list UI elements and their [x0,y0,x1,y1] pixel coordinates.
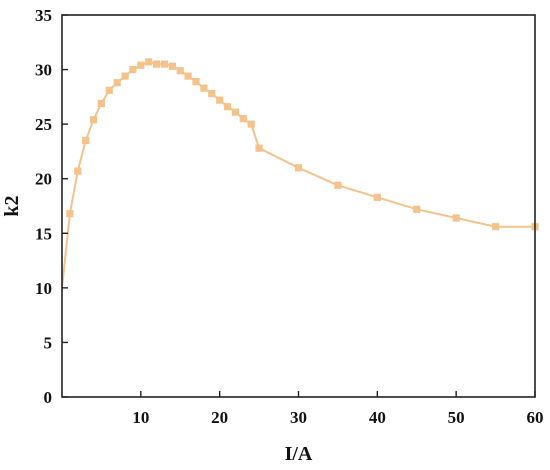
y-tick-label-0: 0 [44,388,53,407]
data-point-0-24 [247,120,255,128]
data-point-0-7 [113,79,121,87]
data-point-0-21 [223,103,232,111]
series-layer [61,58,539,289]
y-tick-label-5: 25 [35,115,52,134]
data-point-0-16 [184,72,192,80]
data-point-0-2 [74,167,82,175]
data-point-0-5 [97,99,105,107]
x-tick-label-0: 10 [132,408,149,427]
data-point-0-26 [294,164,303,172]
x-tick-label-3: 40 [369,408,386,427]
data-point-0-31 [492,223,500,231]
data-point-0-29 [413,205,421,213]
data-point-0-14 [168,62,176,70]
data-point-0-30 [452,214,460,222]
data-point-0-4 [89,116,98,124]
data-point-0-12 [153,60,161,68]
y-tick-label-2: 10 [35,279,52,298]
y-tick-label-7: 35 [35,6,52,25]
plot-area: 0 5 10 15 20 25 30 35 10 20 30 40 50 60 [35,6,544,427]
plot-frame [61,14,536,398]
data-point-0-17 [192,78,200,86]
data-point-0-3 [82,136,90,145]
data-point-0-25 [255,144,263,152]
y-tick-label-1: 5 [44,333,53,352]
data-point-0-19 [208,90,216,98]
x-tick-label-4: 50 [448,408,465,427]
y-tick-label-6: 30 [35,61,52,80]
x-tick-label-5: 60 [527,408,544,427]
x-tick-label-1: 20 [211,408,228,427]
data-point-0-15 [176,67,184,75]
data-point-0-8 [121,72,129,80]
data-point-0-1 [66,210,74,218]
ticks-layer: 0 5 10 15 20 25 30 35 10 20 30 40 50 60 [35,6,544,427]
y-tick-label-3: 15 [35,224,52,243]
data-point-0-13 [160,60,169,68]
data-point-0-22 [231,108,239,116]
data-point-0-10 [137,61,145,69]
series-line-0 [61,60,535,289]
data-point-0-20 [216,96,224,104]
y-tick-label-4: 20 [35,170,52,189]
x-tick-label-2: 30 [290,408,307,427]
x-axis-label: I/A [285,443,313,465]
data-point-0-11 [145,58,153,66]
y-axis-label: k2 [1,195,23,216]
data-point-0-9 [129,66,137,74]
data-point-0-6 [105,86,113,94]
data-point-0-23 [239,115,247,123]
data-point-0-27 [334,181,342,189]
data-point-0-28 [373,193,381,201]
data-point-0-18 [200,84,208,92]
